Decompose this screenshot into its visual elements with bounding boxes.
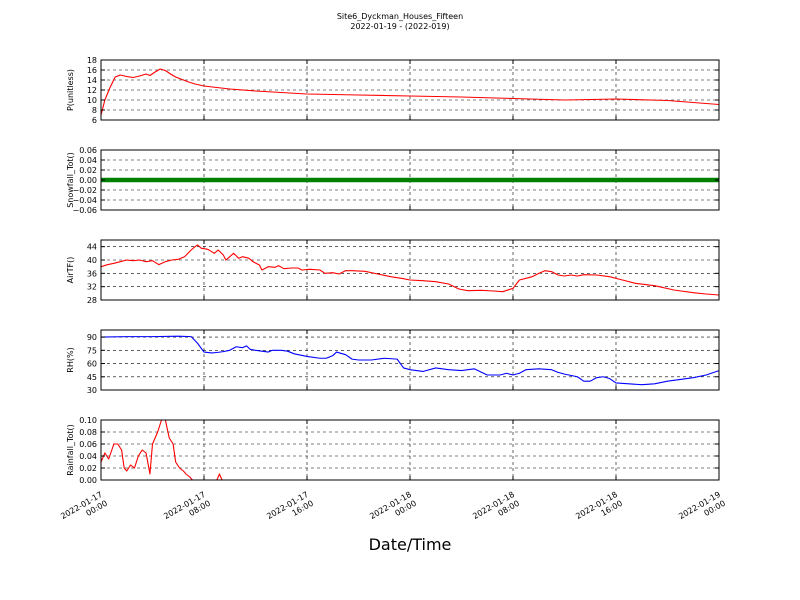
- chart-subtitle: 2022-01-19 - (2022-019): [350, 22, 449, 31]
- panel-4: 30 45 60 75 90 RH(%): [66, 329, 720, 395]
- y-tick-label: 40: [87, 256, 97, 265]
- y-tick-label: 0.02: [79, 464, 97, 473]
- x-axis-label: Date/Time: [369, 535, 452, 554]
- y-tick-label: −0.02: [72, 186, 97, 195]
- y-tick-label: 45: [87, 373, 97, 382]
- y-tick-label: 0.10: [79, 416, 97, 425]
- y-tick-label: 14: [87, 76, 97, 85]
- y-tick-label: 0.04: [79, 156, 97, 165]
- panel-frame: [100, 59, 720, 121]
- y-tick-label: 12: [87, 86, 97, 95]
- y-tick-label: 60: [87, 360, 97, 369]
- panel-frame: [100, 239, 720, 301]
- y-tick-label: 36: [87, 269, 97, 278]
- chart-panels: 681012141618P(unitless)−0.06−0.04−0.020.…: [66, 56, 720, 485]
- panel-5: 0.00 0.02 0.04 0.06 0.08 0.10 Rainfall_Tot(): [66, 416, 720, 485]
- panel-frame: [100, 149, 720, 211]
- y-tick-label: 6: [92, 116, 97, 125]
- panel-frame: [100, 329, 720, 391]
- panel-3: 28 32 36 40 44 AirTF(): [66, 239, 720, 305]
- y-tick-label: 10: [87, 96, 97, 105]
- data-series-3: [100, 244, 720, 296]
- y-tick-label: 16: [87, 66, 97, 75]
- data-series-4: [100, 335, 720, 386]
- y-tick-label: 0.04: [79, 452, 97, 461]
- y-axis-label: Snowfall_Tot(): [66, 152, 75, 208]
- y-tick-label: −0.06: [72, 206, 97, 215]
- y-axis-label: P(unitless): [66, 69, 75, 111]
- y-axis-label: RH(%): [66, 347, 75, 372]
- y-axis-label: Rainfall_Tot(): [66, 424, 75, 476]
- y-tick-label: 44: [87, 243, 97, 252]
- y-tick-label: 0.02: [79, 166, 97, 175]
- data-series-5: [100, 419, 719, 481]
- data-series-1: [100, 68, 720, 116]
- y-tick-label: 0.08: [79, 428, 97, 437]
- y-tick-label: 30: [87, 386, 97, 395]
- y-axis-label: AirTF(): [66, 257, 75, 284]
- chart-title: Site6_Dyckman_Houses_Fifteen: [337, 12, 463, 21]
- y-tick-label: 18: [87, 56, 97, 65]
- y-tick-label: −0.04: [72, 196, 97, 205]
- y-tick-label: 0.00: [79, 176, 97, 185]
- y-tick-label: 8: [92, 106, 97, 115]
- y-tick-label: 0.06: [79, 440, 97, 449]
- y-tick-label: 32: [87, 283, 97, 292]
- y-tick-label: 0.06: [79, 146, 97, 155]
- panel-frame: [100, 419, 720, 481]
- y-tick-label: 28: [87, 296, 97, 305]
- panel-2: −0.06−0.04−0.020.000.020.040.06 Snowfall_…: [66, 146, 720, 215]
- y-tick-label: 0.00: [79, 476, 97, 485]
- y-tick-label: 75: [87, 346, 97, 355]
- y-tick-label: 90: [87, 333, 97, 342]
